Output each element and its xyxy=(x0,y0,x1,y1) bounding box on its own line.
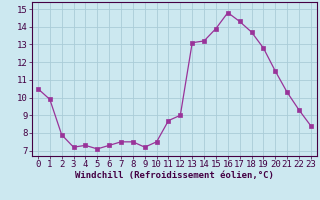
X-axis label: Windchill (Refroidissement éolien,°C): Windchill (Refroidissement éolien,°C) xyxy=(75,171,274,180)
